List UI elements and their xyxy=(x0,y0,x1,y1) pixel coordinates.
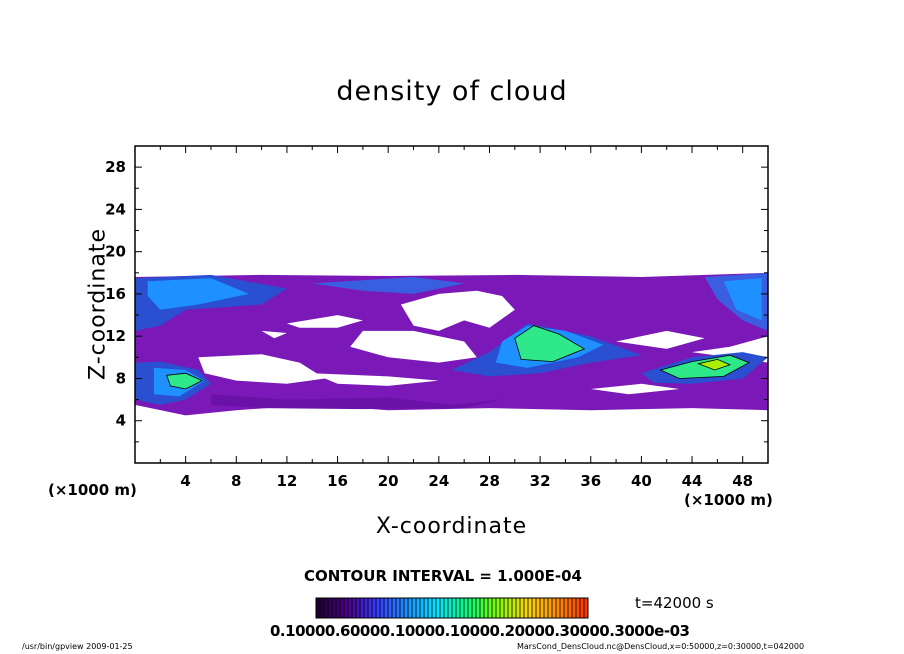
colorbar-tick-labels: 0.10000.60000.10000.10000.20000.30000.30… xyxy=(270,622,690,640)
time-label: t=42000 s xyxy=(635,594,714,612)
y-tick-label: 20 xyxy=(105,243,126,261)
chart-title: density of cloud xyxy=(336,76,568,107)
y-tick-label: 12 xyxy=(105,327,126,345)
x-tick-label: 20 xyxy=(378,472,399,490)
density-region-level-4 xyxy=(166,372,204,390)
cloud-free-gap xyxy=(286,315,363,328)
plot-area xyxy=(135,272,768,416)
x-tick-label: 24 xyxy=(428,472,449,490)
cloud-free-gap xyxy=(198,354,325,384)
density-region-level-4 xyxy=(514,325,586,363)
cloud-free-gap xyxy=(261,330,287,339)
x-axis-unit-right: (×1000 m) xyxy=(684,491,773,509)
x-tick-label: 28 xyxy=(479,472,500,490)
footer-command: /usr/bin/gpview 2009-01-25 xyxy=(22,642,133,651)
plot-frame xyxy=(134,145,769,464)
cloud-free-gap xyxy=(400,290,515,331)
x-tick-label: 4 xyxy=(180,472,190,490)
density-region-level-4 xyxy=(659,354,750,379)
y-axis-label: Z-coordinate xyxy=(85,228,111,380)
footer-dataset: MarsCond_DensCloud.nc@DensCloud,x=0:5000… xyxy=(517,642,805,651)
y-axis-ticks: 4 8 12 16 20 24 28 xyxy=(105,158,768,443)
x-axis-label: X-coordinate xyxy=(375,514,528,539)
x-tick-label: 44 xyxy=(682,472,703,490)
y-tick-label: 28 xyxy=(105,158,126,176)
colorbar-frame xyxy=(315,597,589,619)
cloud-free-gap xyxy=(616,330,705,349)
density-region-level-5 xyxy=(697,358,732,371)
cloud-free-gap xyxy=(350,330,477,363)
x-axis-unit-left: (×1000 m) xyxy=(48,481,137,499)
density-region-level-1 xyxy=(211,394,503,410)
y-tick-label: 8 xyxy=(116,369,126,387)
contour-interval-label: CONTOUR INTERVAL = 1.000E-04 xyxy=(304,567,582,585)
x-axis-ticks: 4 8 12 16 20 24 28 32 36 40 44 48 xyxy=(159,146,753,490)
y-tick-label: 4 xyxy=(116,412,126,430)
density-region-level-3 xyxy=(723,278,762,321)
y-tick-label: 24 xyxy=(105,200,126,218)
x-tick-label: 16 xyxy=(327,472,348,490)
x-tick-label: 32 xyxy=(530,472,551,490)
cloud-free-gap xyxy=(312,373,439,386)
colorbar xyxy=(315,597,589,619)
x-tick-label: 8 xyxy=(231,472,241,490)
density-region-level-3 xyxy=(147,278,249,310)
x-tick-label: 12 xyxy=(276,472,297,490)
cloud-free-gap xyxy=(590,383,680,395)
density-region-level-2 xyxy=(312,277,465,294)
x-tick-label: 40 xyxy=(631,472,652,490)
y-tick-label: 16 xyxy=(105,285,126,303)
x-tick-label: 36 xyxy=(580,472,601,490)
x-tick-label: 48 xyxy=(732,472,753,490)
